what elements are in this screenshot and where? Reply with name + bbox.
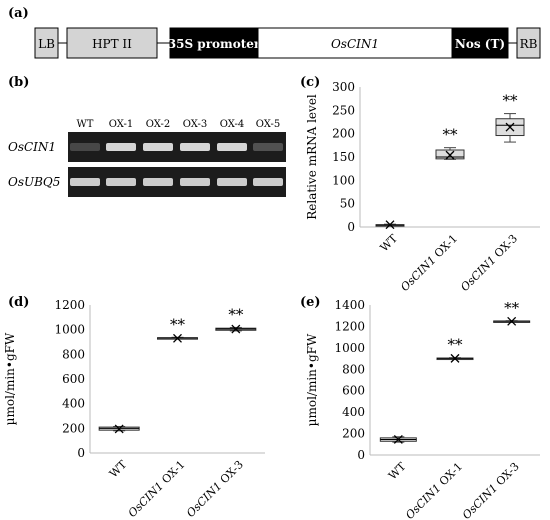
y-tick-label: 250 [332, 103, 355, 117]
gel-lane-label: OX-3 [183, 119, 208, 130]
gel-row-background [68, 167, 286, 197]
y-tick-label: 1000 [54, 323, 85, 337]
box-mean-marker [173, 333, 182, 343]
gel-band [106, 178, 136, 186]
construct-segment-box [451, 27, 509, 59]
gel-row-background [68, 132, 286, 162]
y-tick-label: 200 [342, 427, 365, 441]
chart-panel-label: (c) [300, 75, 320, 90]
gel-band [70, 178, 100, 186]
significance-label: ** [503, 92, 519, 110]
box-mean-marker [231, 324, 241, 334]
y-tick-label: 1200 [334, 319, 365, 333]
y-tick-label: 600 [342, 384, 365, 398]
gel-band [143, 178, 173, 186]
y-tick-label: 0 [347, 220, 355, 234]
y-tick-label: 0 [77, 446, 85, 460]
gel-band [143, 143, 173, 151]
construct-segment-box [34, 27, 59, 59]
chart-panel-label: (e) [300, 295, 321, 310]
chart-panel-label: (d) [8, 295, 29, 310]
x-tick-label: WT [107, 457, 130, 480]
y-tick-label: 400 [342, 405, 365, 419]
construct-diagram: LB HPT II 35S promoter OsCIN1 Nos (T) RB [34, 27, 541, 59]
gel-band [106, 143, 136, 151]
box-mean-marker [445, 150, 455, 160]
y-tick-label: 0 [357, 448, 365, 462]
box-mean-marker [450, 353, 460, 363]
gel-band [180, 143, 210, 151]
panel-b-label: (b) [8, 75, 29, 90]
x-tick-label: OsCIN1 OX-3 [184, 458, 246, 520]
construct-segment-label: OsCIN1 [331, 37, 379, 51]
gel-lane-label: WT [77, 119, 94, 130]
x-tick-label: WT [378, 231, 401, 254]
construct-segment-box [66, 27, 158, 59]
gel-band [253, 178, 283, 186]
chart-panel-c: (c) 0 50 100 150 200 250 300 Relative mRNA level… [300, 75, 540, 294]
y-tick-label: 100 [332, 173, 355, 187]
gel-lane-label: OX-1 [109, 119, 134, 130]
box-mean-marker [507, 316, 517, 326]
y-axis-label: µmol/min•gFW [305, 333, 319, 426]
x-tick-label: WT [386, 459, 409, 482]
y-tick-label: 150 [332, 150, 355, 164]
box-mean-marker [385, 220, 395, 230]
box-mean-marker [114, 424, 124, 434]
gel-lane-label: OX-5 [256, 119, 281, 130]
y-tick-label: 800 [342, 362, 365, 376]
y-tick-label: 400 [62, 397, 85, 411]
construct-segment-box [257, 27, 453, 59]
chart-panel-e: (e) 0 200 400 600 800 1000 1200 1400 µmol/min•gFW… [300, 295, 540, 520]
chart-panel-d: (d)020040060080010001200µmol/min•gFWWTOs… [3, 295, 265, 520]
y-tick-label: 300 [332, 80, 355, 94]
box-mean-marker [505, 122, 515, 132]
gel-band [217, 178, 247, 186]
y-axis-label: Relative mRNA level [305, 94, 319, 220]
construct-segment-label: HPT II [92, 37, 132, 51]
construct-segment-label: RB [520, 37, 538, 51]
y-tick-label: 600 [62, 372, 85, 386]
y-tick-label: 50 [340, 197, 355, 211]
y-axis-label: µmol/min•gFW [3, 332, 17, 425]
gel-image: WT OX-1 OX-2 OX-3 OX-4 OX-5 OsCIN1 OsUBQ5 [8, 119, 286, 197]
construct-segment-box [169, 27, 259, 59]
significance-label: ** [504, 299, 520, 317]
panel-a-label: (a) [8, 6, 29, 21]
x-tick-label: OsCIN1 OX-1 [398, 232, 460, 294]
significance-label: ** [228, 305, 244, 323]
y-tick-label: 800 [62, 347, 85, 361]
gel-row-label: OsCIN1 [8, 140, 56, 154]
significance-label: ** [448, 336, 464, 354]
gel-band [70, 143, 100, 151]
gel-lane-label: OX-4 [220, 119, 245, 130]
gel-band [253, 143, 283, 151]
construct-segment-label: 35S promoter [168, 37, 261, 51]
construct-segment-label: LB [38, 37, 55, 51]
y-tick-label: 1200 [54, 298, 85, 312]
x-tick-label: OsCIN1 OX-3 [460, 460, 522, 520]
gel-row-label: OsUBQ5 [8, 175, 60, 189]
significance-label: ** [170, 315, 186, 333]
construct-segment-label: Nos (T) [455, 37, 505, 51]
x-tick-label: OsCIN1 OX-1 [403, 460, 465, 520]
box-mean-marker [393, 435, 403, 444]
y-tick-label: 200 [332, 127, 355, 141]
x-tick-label: OsCIN1 OX-1 [126, 458, 188, 520]
gel-band [180, 178, 210, 186]
construct-segment-box [516, 27, 541, 59]
y-tick-label: 1000 [334, 341, 365, 355]
y-tick-label: 1400 [334, 298, 365, 312]
gel-band [217, 143, 247, 151]
y-tick-label: 200 [62, 421, 85, 435]
significance-label: ** [443, 126, 459, 144]
x-tick-label: OsCIN1 OX-3 [458, 232, 520, 294]
gel-lane-label: OX-2 [146, 119, 171, 130]
